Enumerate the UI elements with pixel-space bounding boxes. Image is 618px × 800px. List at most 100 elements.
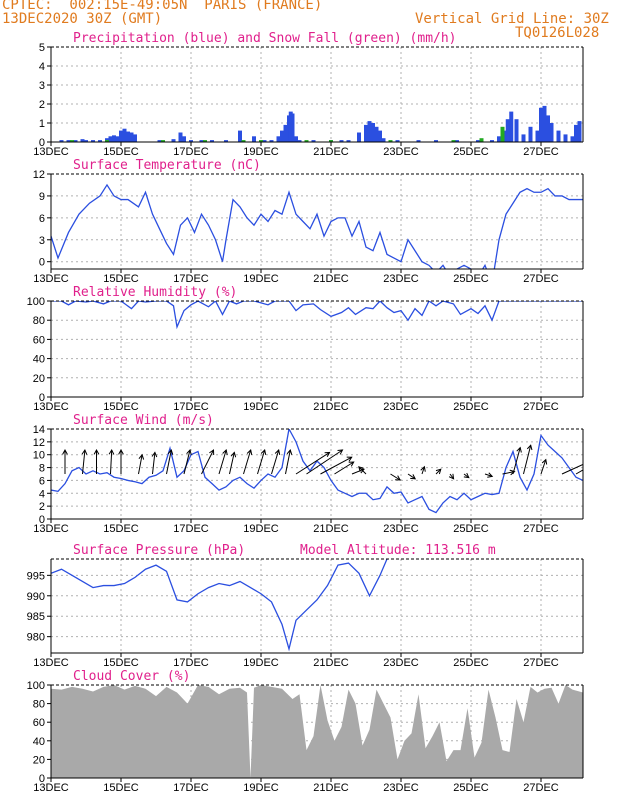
precip-bar [262,140,267,142]
panel-0 [47,46,584,146]
wind-arrow [421,466,425,475]
precip-bar [126,131,130,142]
y-tick-label: 0 [39,773,45,785]
wind-arrow-head [420,465,426,472]
x-tick-label: 17DEC [173,146,209,158]
x-tick-label: 25DEC [453,273,489,285]
wind-arrow-head [600,457,605,461]
y-tick-label: 4 [39,61,45,73]
precip-bar [378,130,382,142]
precip-bar [283,124,288,142]
precip-bar [189,140,193,142]
snow-bar [329,140,333,142]
x-tick-label: 23DEC [383,523,419,535]
x-tick-label: 15DEC [103,401,139,413]
x-tick-label: 17DEC [173,523,209,535]
x-tick-label: 19DEC [243,782,279,794]
x-tick-label: 15DEC [103,657,139,669]
wind-arrow-head [448,473,455,480]
x-tick-label: 23DEC [383,146,419,158]
wind-arrow-head [118,448,124,455]
x-tick-label: 25DEC [453,401,489,413]
cloud-cover-area [51,685,583,778]
y-tick-label: 980 [27,632,45,644]
y-tick-label: 985 [27,611,45,623]
x-tick-label: 27DEC [523,401,559,413]
precip-bar [73,140,78,142]
y-tick-label: 12 [33,169,45,181]
wind-arrow [306,449,343,475]
precip-bar [119,130,123,142]
plot-area-0 [59,105,582,142]
wind-arrow [512,447,521,475]
x-tick-label: 25DEC [453,523,489,535]
x-tick-label: 25DEC [453,657,489,669]
wind-arrow [201,449,214,475]
snow-bar [388,140,393,142]
wind-arrow-head [395,475,401,481]
wind-arrow-head [151,451,158,458]
y-tick-label: 80 [33,315,45,327]
x-tick-label: 15DEC [103,273,139,285]
plot-area-3 [51,429,605,514]
x-tick-label: 21DEC [313,146,349,158]
x-tick-label: 13DEC [33,657,69,669]
precip-bar [98,140,102,142]
x-tick-label: 15DEC [103,523,139,535]
series-line-2 [51,301,583,330]
wind-arrow [435,468,442,475]
y-tick-label: 20 [33,754,45,766]
panel-title-1: Surface Temperature (nC) [73,158,261,173]
precip-bar [311,140,316,142]
panel-2 [47,300,584,401]
y-tick-label: 60 [33,717,45,729]
wind-arrow [390,473,401,481]
precip-bar [371,123,375,142]
precip-bar [178,132,183,142]
snow-bar [70,140,74,142]
wind-arrow-head [346,456,353,462]
precip-bar [112,135,116,142]
x-tick-label: 17DEC [173,401,209,413]
snow-bar [479,138,484,142]
precip-bar [577,121,582,142]
precip-bar [374,126,379,142]
plot-area-2 [51,301,583,330]
precip-bar [542,105,547,142]
precip-bar [367,121,372,142]
wind-arrow [152,452,156,475]
precip-bar [434,140,438,142]
wind-arrow-head [286,448,293,455]
precip-bar [297,140,302,142]
wind-arrow-head [260,449,267,455]
x-tick-label: 19DEC [243,146,279,158]
precip-bar [509,111,514,142]
wind-arrow-head [222,449,228,455]
x-tick-label: 27DEC [523,273,559,285]
wind-arrow-head [209,449,215,456]
x-tick-label: 17DEC [173,657,209,669]
x-tick-label: 27DEC [523,523,559,535]
precip-bar [497,136,501,142]
y-tick-label: 40 [33,354,45,366]
x-tick-label: 23DEC [383,782,419,794]
plot-area-5 [51,685,583,778]
x-tick-label: 15DEC [103,146,139,158]
wind-arrow-head [274,449,281,455]
x-tick-label: 13DEC [33,782,69,794]
wind-arrow-head [62,448,68,455]
y-tick-label: 60 [33,334,45,346]
wind-arrow-head [463,472,470,479]
x-tick-label: 17DEC [173,273,209,285]
wind-arrow-head [230,451,237,458]
y-tick-label: 0 [39,514,45,526]
precip-bar [199,140,204,142]
series-line-4 [51,559,388,652]
x-tick-label: 15DEC [103,782,139,794]
panel-5 [47,684,584,782]
y-tick-label: 10 [33,450,45,462]
wind-arrow-head [509,469,516,476]
precip-bar [490,140,494,142]
precip-bar [381,138,386,142]
